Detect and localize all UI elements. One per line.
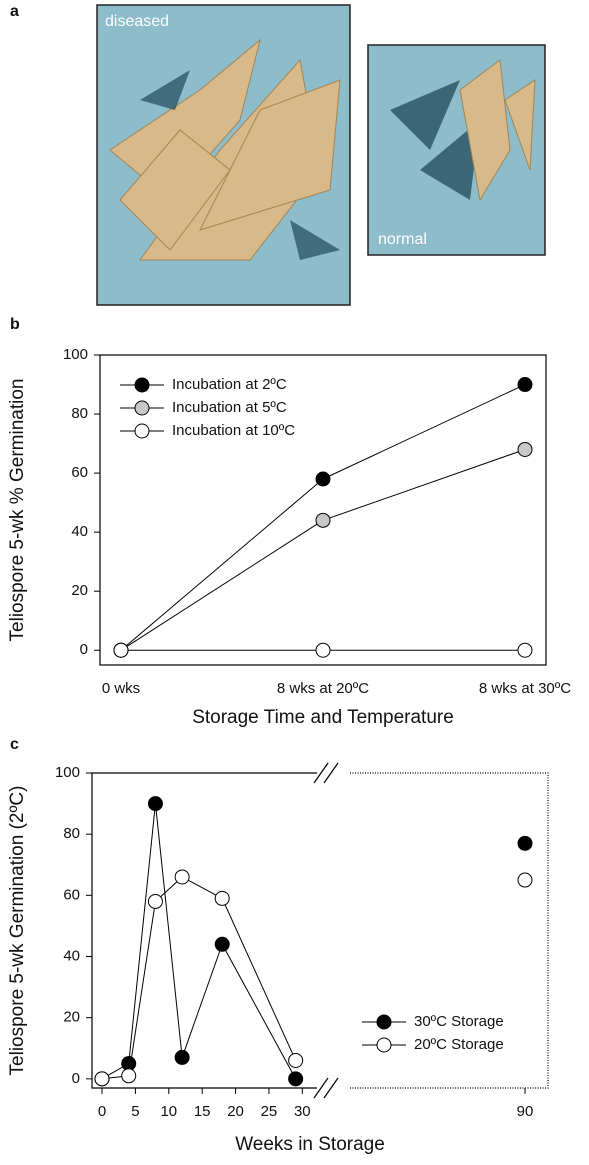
x-tick-label: 0: [98, 1103, 106, 1120]
data-point: [214, 890, 230, 906]
data-point: [517, 377, 533, 393]
legend-label: 30ºC Storage: [414, 1013, 504, 1030]
y-axis-label: Teliospore 5-wk % Germination: [7, 379, 28, 642]
panel-label: b: [10, 316, 20, 333]
x-tick-label: 25: [261, 1103, 278, 1120]
panel-label: a: [10, 3, 19, 20]
y-tick-label: 40: [63, 947, 80, 964]
axis-frame: [91, 772, 317, 1089]
connector: [221, 898, 297, 1061]
connector: [120, 519, 324, 651]
data-point: [517, 835, 533, 851]
legend-label: 20ºC Storage: [414, 1036, 504, 1053]
x-axis-label: Weeks in Storage: [235, 1134, 385, 1155]
x-tick-label: 5: [131, 1103, 139, 1120]
legend-label: Incubation at 10ºC: [172, 422, 295, 439]
x-tick-label: 8 wks at 20ºC: [277, 680, 369, 697]
x-tick-label: 10: [160, 1103, 177, 1120]
y-tick-label: 100: [55, 764, 80, 781]
data-point: [113, 642, 129, 658]
photo-normal: [367, 44, 546, 256]
axis-break: [323, 762, 339, 784]
connector: [120, 478, 324, 651]
y-tick-label: 80: [63, 825, 80, 842]
x-tick-label: 8 wks at 30ºC: [479, 680, 571, 697]
legend-marker: [376, 1014, 392, 1030]
y-tick-label: 0: [72, 1070, 80, 1087]
y-tick-label: 20: [63, 1009, 80, 1026]
data-point: [174, 869, 190, 885]
axis-frame: [99, 354, 547, 666]
x-axis-label: Storage Time and Temperature: [192, 707, 454, 728]
data-point: [517, 872, 533, 888]
y-tick-label: 100: [63, 346, 88, 363]
photo-label: normal: [378, 231, 427, 248]
data-point: [315, 642, 331, 658]
y-tick-label: 0: [80, 641, 88, 658]
legend-label: Incubation at 2ºC: [172, 376, 287, 393]
data-point: [315, 471, 331, 487]
data-point: [288, 1071, 304, 1087]
connector: [181, 876, 223, 899]
axis-break: [313, 1077, 329, 1099]
data-point: [121, 1068, 137, 1084]
x-tick-label: 30: [294, 1103, 311, 1120]
legend-marker: [376, 1037, 392, 1053]
data-point: [517, 441, 533, 457]
legend-label: Incubation at 5ºC: [172, 399, 287, 416]
y-tick-label: 80: [71, 405, 88, 422]
y-axis-label: Teliospore 5-wk Germination (2ºC): [7, 786, 28, 1076]
axis-frame: [350, 772, 549, 1089]
data-point: [315, 512, 331, 528]
data-point: [517, 642, 533, 658]
y-tick-label: 60: [63, 886, 80, 903]
connector: [221, 944, 297, 1080]
connector: [128, 901, 156, 1076]
connector: [322, 384, 526, 480]
photo-label: diseased: [105, 13, 169, 30]
x-tick-label: 15: [194, 1103, 211, 1120]
photo-diseased: [96, 4, 351, 306]
data-point: [147, 893, 163, 909]
y-tick-label: 40: [71, 523, 88, 540]
y-tick-label: 60: [71, 464, 88, 481]
connector: [154, 803, 183, 1058]
data-point: [214, 936, 230, 952]
x-tick-label: 20: [227, 1103, 244, 1120]
connector: [322, 449, 526, 521]
legend-marker: [134, 400, 150, 416]
legend-marker: [134, 377, 150, 393]
x-tick-label: 90: [517, 1103, 534, 1120]
connector: [128, 803, 156, 1064]
axis-break: [313, 762, 329, 784]
connector: [181, 944, 223, 1058]
legend-marker: [134, 423, 150, 439]
data-point: [174, 1049, 190, 1065]
axis-break: [323, 1077, 339, 1099]
data-point: [147, 796, 163, 812]
data-point: [94, 1071, 110, 1087]
y-tick-label: 20: [71, 582, 88, 599]
panel-label: c: [10, 736, 19, 753]
x-tick-label: 0 wks: [102, 680, 140, 697]
data-point: [288, 1052, 304, 1068]
